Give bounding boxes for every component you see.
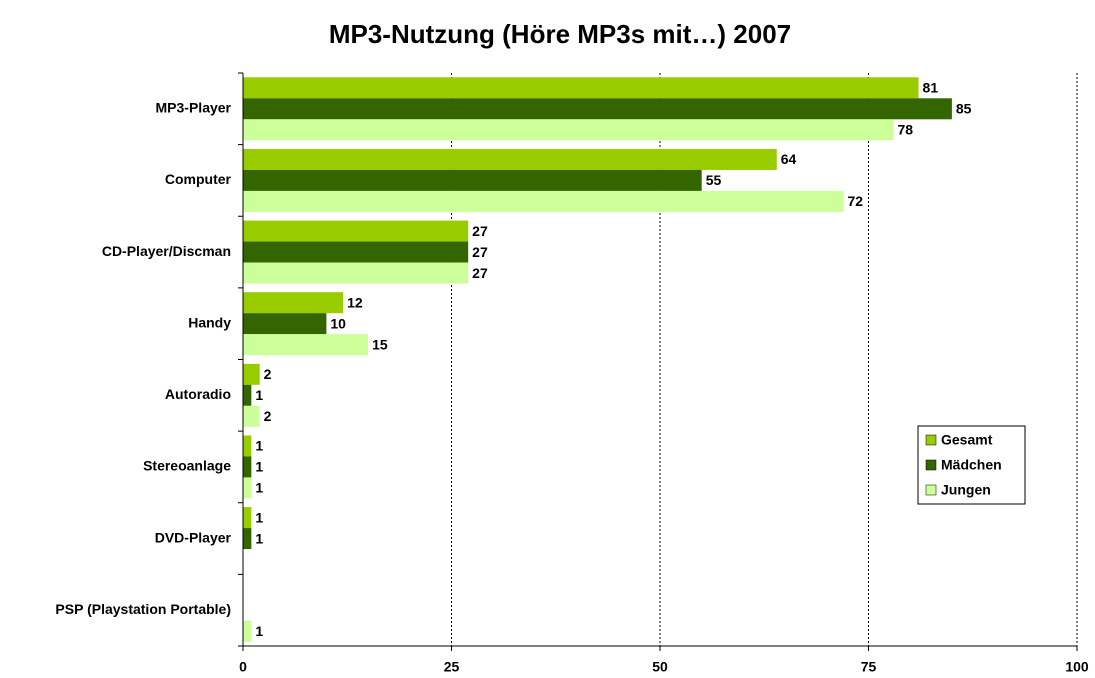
legend-swatch [925,434,937,446]
value-label: 78 [898,122,914,138]
bar [243,620,252,642]
value-label: 27 [472,265,488,281]
y-tick-label: Autoradio [165,386,231,402]
value-label: 1 [255,387,263,403]
value-label: 1 [255,530,263,546]
value-label: 15 [372,336,388,352]
bar [243,241,469,263]
y-tick-label: DVD-Player [155,529,232,545]
bar [243,262,469,284]
legend-label: Gesamt [941,432,993,448]
bar [243,507,252,529]
bar [243,148,777,170]
value-label: 1 [255,459,263,475]
value-label: 12 [347,294,363,310]
y-tick-label: Handy [188,314,231,330]
x-tick-label: 100 [1065,659,1089,675]
bar [243,292,344,314]
legend: Gesamt Mädchen Jungen [917,425,1026,505]
value-label: 27 [472,244,488,260]
value-label: 27 [472,223,488,239]
y-tick-label: PSP (Playstation Portable) [55,601,231,617]
value-label: 64 [781,151,797,167]
bar [243,363,260,385]
bar [243,528,252,550]
value-label: 85 [956,101,972,117]
bar [243,313,327,335]
value-label: 10 [330,315,346,331]
bar [243,190,844,212]
y-tick-label: MP3-Player [156,100,232,116]
bar [243,169,702,191]
bar [243,119,894,141]
legend-swatch [925,484,937,496]
bar [243,98,952,120]
bar [243,77,919,99]
bar [243,456,252,478]
value-label: 1 [255,438,263,454]
y-tick-label: Computer [165,171,232,187]
y-tick-label: CD-Player/Discman [102,243,231,259]
value-label: 72 [847,193,863,209]
bar [243,405,260,427]
value-label: 1 [255,480,263,496]
value-label: 55 [706,172,722,188]
value-label: 2 [264,408,272,424]
value-label: 1 [255,623,263,639]
x-tick-label: 50 [652,659,668,675]
chart-title: MP3-Nutzung (Höre MP3s mit…) 2007 [329,19,791,49]
bar [243,384,252,406]
x-tick-label: 75 [861,659,877,675]
value-label: 1 [255,509,263,525]
legend-label: Mädchen [941,457,1002,473]
y-tick-label: Stereoanlage [143,458,231,474]
x-tick-label: 0 [239,659,247,675]
value-label: 81 [923,80,939,96]
bar [243,220,469,242]
bar [243,435,252,457]
value-label: 2 [264,366,272,382]
legend-swatch [925,459,937,471]
bar [243,334,369,356]
x-tick-label: 25 [444,659,460,675]
bar [243,477,252,499]
legend-label: Jungen [941,482,991,498]
